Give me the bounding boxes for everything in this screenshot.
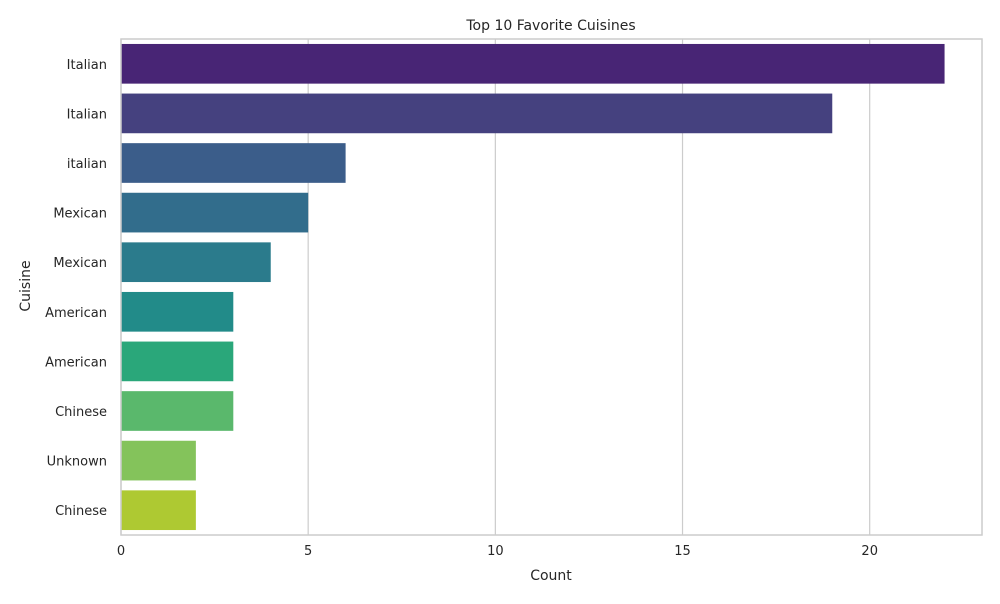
bar-9 — [121, 440, 196, 481]
bar-4 — [121, 192, 309, 233]
x-axis-ticks: 0 5 10 15 20 — [117, 544, 878, 559]
y-category-label: Mexican — [53, 256, 107, 271]
bar-6 — [121, 291, 234, 332]
x-tick-label: 0 — [117, 544, 125, 559]
bar-7 — [121, 341, 234, 382]
y-category-label: Italian — [67, 58, 107, 73]
x-tick-label: 5 — [304, 544, 312, 559]
bar-10 — [121, 490, 196, 531]
plot-frame — [120, 38, 983, 536]
y-category-label: Chinese — [55, 405, 107, 420]
x-axis-label: Count — [530, 568, 572, 584]
y-axis-labels: Italian Italian italian Mexican Mexican Ame… — [45, 58, 107, 519]
bar-1 — [121, 43, 945, 84]
y-category-label: Chinese — [55, 504, 107, 519]
bar-5 — [121, 242, 271, 283]
x-tick-label: 20 — [861, 544, 878, 559]
bars-layer — [121, 43, 945, 531]
y-category-label: American — [45, 306, 107, 321]
plot-border — [120, 38, 983, 536]
x-tick-label: 15 — [674, 544, 691, 559]
y-category-label: Unknown — [47, 455, 107, 470]
x-tick-label: 10 — [487, 544, 504, 559]
y-category-label: italian — [67, 157, 107, 172]
bar-8 — [121, 391, 234, 431]
y-category-label: Italian — [67, 107, 107, 122]
y-axis-label: Cuisine — [18, 260, 34, 311]
bar-3 — [121, 143, 346, 183]
y-category-label: Mexican — [53, 207, 107, 222]
chart-title: Top 10 Favorite Cuisines — [465, 18, 635, 34]
y-category-label: American — [45, 355, 107, 370]
bar-2 — [121, 93, 833, 134]
